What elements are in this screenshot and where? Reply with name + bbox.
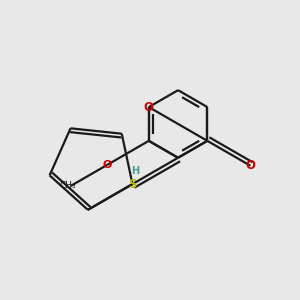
Text: O: O: [103, 160, 112, 170]
Text: H: H: [131, 166, 140, 176]
Text: CH₃: CH₃: [59, 182, 76, 190]
Text: S: S: [128, 178, 137, 190]
Text: O: O: [144, 100, 154, 114]
Text: O: O: [245, 159, 255, 172]
